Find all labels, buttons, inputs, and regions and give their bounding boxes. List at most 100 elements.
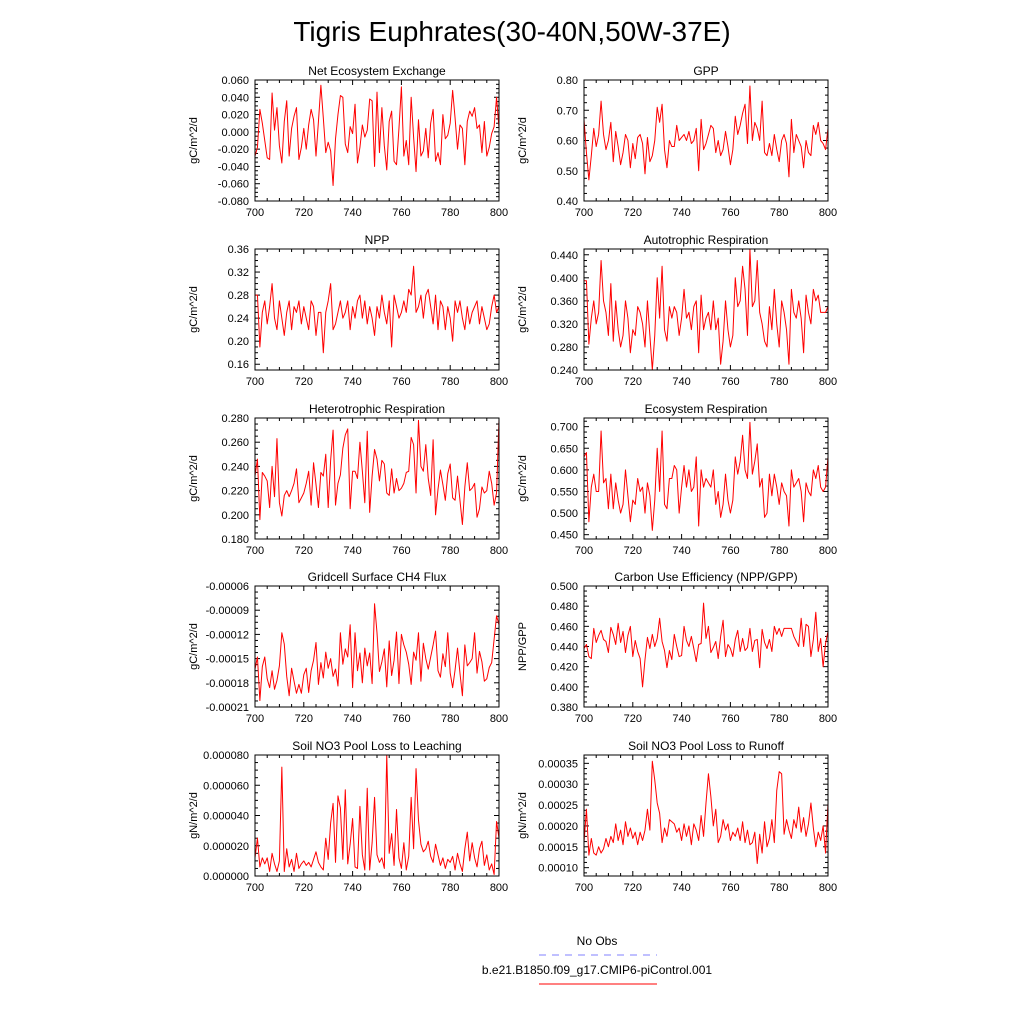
x-tick-label: 780 (770, 713, 788, 725)
x-tick-label: 720 (295, 882, 313, 894)
panel-title: Autotrophic Respiration (644, 233, 769, 247)
x-tick-label: 740 (672, 207, 690, 219)
x-tick-label: 740 (672, 882, 690, 894)
chart-panel: Gridcell Surface CH4 Flux 700 720 740 760 780… (188, 570, 508, 725)
x-tick-label: 700 (246, 882, 264, 894)
y-tick-label: -0.00006 (206, 581, 249, 593)
page-title: Tigris Euphrates(30-40N,50W-37E) (293, 16, 730, 47)
x-tick-label: 740 (672, 713, 690, 725)
y-tick-label: 0.400 (550, 273, 578, 285)
plot-frame (254, 754, 500, 877)
x-tick-label: 760 (392, 545, 410, 557)
y-tick-label: -0.00009 (206, 605, 249, 617)
series-line (583, 760, 829, 864)
x-tick-label: 720 (624, 882, 642, 894)
y-axis-label: gC/m^2/d (188, 117, 200, 164)
panel-title: Gridcell Surface CH4 Flux (308, 570, 447, 584)
x-tick-label: 800 (490, 376, 508, 388)
y-tick-label: 0.000000 (203, 871, 249, 883)
y-tick-label: 0.36 (228, 244, 249, 256)
plot-frame (254, 585, 500, 708)
y-tick-label: 0.020 (221, 110, 249, 122)
series-line (584, 248, 829, 371)
y-tick-label: 0.260 (221, 437, 249, 449)
y-tick-label: -0.00015 (206, 654, 249, 666)
y-tick-label: 0.000 (221, 127, 249, 139)
plot-frame (583, 79, 829, 202)
x-tick-label: 740 (343, 545, 361, 557)
x-tick-label: 780 (441, 882, 459, 894)
x-tick-label: 800 (819, 882, 837, 894)
x-tick-label: 780 (441, 713, 459, 725)
y-tick-label: 0.280 (550, 342, 578, 354)
y-tick-label: 0.240 (221, 461, 249, 473)
y-tick-label: 0.220 (221, 486, 249, 498)
x-tick-label: 760 (392, 713, 410, 725)
panel-title: Heterotrophic Respiration (309, 402, 445, 416)
y-tick-label: 0.000020 (203, 841, 249, 853)
y-tick-label: 0.240 (550, 365, 578, 377)
chart-panel: Soil NO3 Pool Loss to Leaching 700 720 740 7… (188, 739, 508, 894)
legend-obs-label: No Obs (577, 934, 618, 948)
chart-panels: Net Ecosystem Exchange 700 720 740 760 780 800… (188, 64, 837, 894)
x-tick-label: 720 (295, 545, 313, 557)
chart-panel: Ecosystem Respiration 700 720 740 760 780 800 0… (517, 402, 837, 557)
y-axis-label: gC/m^2/d (188, 623, 200, 670)
x-tick-label: 700 (575, 207, 593, 219)
x-tick-label: 740 (343, 207, 361, 219)
x-tick-label: 760 (392, 882, 410, 894)
y-tick-label: 0.280 (221, 413, 249, 425)
x-tick-label: 780 (441, 545, 459, 557)
y-tick-label: 0.00035 (538, 758, 578, 770)
y-tick-label: 0.040 (221, 92, 249, 104)
chart-panel: GPP 700 720 740 760 780 800 0.40 0.50 0.60 0.70 0.8… (517, 64, 837, 219)
x-tick-label: 800 (490, 207, 508, 219)
chart-panel: Soil NO3 Pool Loss to Runoff 700 720 740 760… (517, 739, 837, 894)
y-tick-label: 0.200 (221, 510, 249, 522)
y-tick-label: 0.600 (550, 465, 578, 477)
plot-frame (583, 585, 829, 708)
y-tick-label: 0.00030 (538, 779, 578, 791)
y-axis-label: gN/m^2/d (188, 792, 200, 839)
chart-panel: Autotrophic Respiration 700 720 740 760 780 80… (517, 233, 837, 388)
series-line (583, 85, 829, 181)
x-tick-label: 760 (721, 376, 739, 388)
y-tick-label: 0.480 (550, 601, 578, 613)
x-tick-label: 720 (624, 545, 642, 557)
x-tick-label: 780 (770, 882, 788, 894)
chart-panel: Net Ecosystem Exchange 700 720 740 760 780 800… (188, 64, 508, 219)
panel-title: Soil NO3 Pool Loss to Runoff (628, 739, 785, 753)
y-tick-label: -0.00012 (206, 629, 249, 641)
y-tick-label: 0.00025 (538, 800, 578, 812)
y-tick-label: 0.500 (550, 581, 578, 593)
y-tick-label: 0.000040 (203, 811, 249, 823)
x-tick-label: 760 (721, 207, 739, 219)
y-tick-label: 0.00015 (538, 842, 578, 854)
y-axis-label: gC/m^2/d (517, 455, 529, 502)
x-tick-label: 800 (819, 713, 837, 725)
x-tick-label: 700 (575, 882, 593, 894)
y-tick-label: 0.320 (550, 319, 578, 331)
legend: No Obs b.e21.B1850.f09_g17.CMIP6-piContr… (482, 934, 712, 985)
x-tick-label: 800 (819, 545, 837, 557)
x-tick-label: 700 (575, 545, 593, 557)
x-tick-label: 780 (441, 207, 459, 219)
y-axis-label: gC/m^2/d (188, 286, 200, 333)
panel-title: Carbon Use Efficiency (NPP/GPP) (614, 570, 797, 584)
y-tick-label: 0.360 (550, 296, 578, 308)
y-tick-label: 0.180 (221, 534, 249, 546)
x-tick-label: 700 (246, 207, 264, 219)
x-tick-label: 700 (575, 713, 593, 725)
x-tick-label: 740 (672, 376, 690, 388)
x-tick-label: 800 (490, 713, 508, 725)
series-line (583, 602, 829, 688)
y-tick-label: 0.450 (550, 530, 578, 542)
y-tick-label: 0.00020 (538, 821, 578, 833)
x-tick-label: 780 (770, 545, 788, 557)
x-tick-label: 780 (770, 376, 788, 388)
y-tick-label: -0.00018 (206, 678, 249, 690)
y-tick-label: 0.70 (557, 105, 578, 117)
plot-frame (254, 417, 500, 540)
